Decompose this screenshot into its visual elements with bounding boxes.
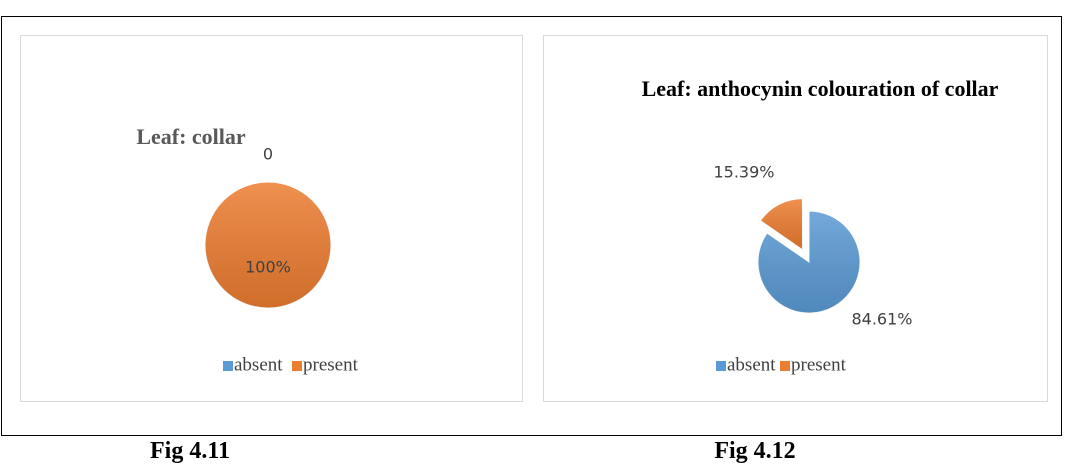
data-label: 0 [263,145,273,164]
slice-shade [760,198,803,250]
chart-title: Leaf: anthocynin colouration of collar [641,76,999,101]
figure-caption: Fig 4.11 [149,438,230,464]
chart-title: Leaf: collar [136,124,246,149]
frame [1,16,1062,436]
data-label: 84.61% [851,310,912,329]
slice-shade [758,211,860,314]
legend-swatch [292,361,302,371]
legend-swatch [780,361,790,371]
data-label: 100% [245,258,291,277]
figure-caption: Fig 4.12 [714,438,796,464]
legend-swatch [223,361,233,371]
slice-shade [205,182,331,308]
chart-panel [20,35,523,402]
legend-swatch [716,361,726,371]
legend-label: absent [234,354,283,375]
data-label: 15.39% [713,163,774,182]
legend-label: present [791,354,847,375]
legend-label: present [303,354,359,375]
legend-label: absent [727,354,776,375]
